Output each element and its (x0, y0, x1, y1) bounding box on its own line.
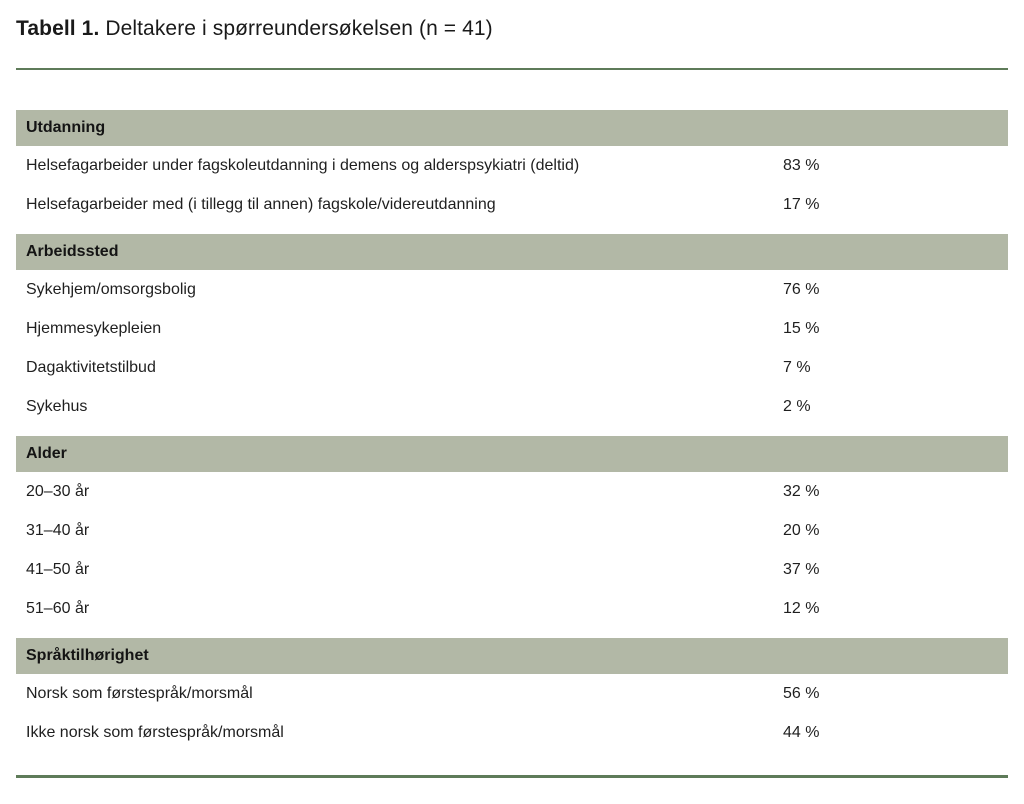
table-row: 51–60 år 12 % (16, 589, 1008, 628)
row-label: 20–30 år (26, 483, 90, 500)
row-label: 51–60 år (26, 600, 90, 617)
row-value: 7 % (783, 359, 811, 376)
row-value: 17 % (783, 196, 820, 213)
row-value: 32 % (783, 483, 820, 500)
row-value: 83 % (783, 157, 820, 174)
table-row: Hjemmesykepleien 15 % (16, 309, 1008, 348)
table-caption-number: Tabell 1. (16, 17, 100, 40)
row-label: Helsefagarbeider med (i tillegg til anne… (26, 196, 496, 213)
table-row: Dagaktivitetstilbud 7 % (16, 348, 1008, 387)
row-label: Dagaktivitetstilbud (26, 359, 156, 376)
section-header: Alder (16, 436, 1008, 472)
article-page: Tabell 1. Deltakere i spørreundersøkelse… (16, 14, 1008, 778)
table-caption-text: Deltakere i spørreundersøkelsen (n = 41) (105, 17, 493, 40)
table-row: Ikke norsk som førstespråk/morsmål 44 % (16, 713, 1008, 752)
table-row: Helsefagarbeider under fagskoleutdanning… (16, 146, 1008, 185)
table-row: Sykehus 2 % (16, 387, 1008, 426)
table: Utdanning Helsefagarbeider under fagskole… (16, 110, 1008, 752)
row-label: Sykehus (26, 398, 88, 415)
table-row: 41–50 år 37 % (16, 550, 1008, 589)
row-value: 12 % (783, 600, 820, 617)
top-rule (16, 68, 1008, 70)
row-label: Hjemmesykepleien (26, 320, 162, 337)
table-section: Utdanning Helsefagarbeider under fagskole… (16, 110, 1008, 224)
section-header: Arbeidssted (16, 234, 1008, 270)
table-row: Sykehjem/omsorgsbolig 76 % (16, 270, 1008, 309)
bottom-rule (16, 775, 1008, 778)
section-header: Utdanning (16, 110, 1008, 146)
row-label: 31–40 år (26, 522, 90, 539)
table-section: Språktilhørighet Norsk som førstespråk/mo… (16, 638, 1008, 752)
table-row: Helsefagarbeider med (i tillegg til anne… (16, 185, 1008, 224)
row-value: 44 % (783, 724, 820, 741)
row-value: 2 % (783, 398, 811, 415)
table-row: 31–40 år 20 % (16, 511, 1008, 550)
row-value: 37 % (783, 561, 820, 578)
table-row: Norsk som førstespråk/morsmål 56 % (16, 674, 1008, 713)
row-value: 56 % (783, 685, 820, 702)
row-value: 76 % (783, 281, 820, 298)
table-caption: Tabell 1. Deltakere i spørreundersøkelse… (16, 14, 1008, 44)
row-label: Sykehjem/omsorgsbolig (26, 281, 196, 298)
row-label: Ikke norsk som førstespråk/morsmål (26, 724, 284, 741)
row-label: Norsk som førstespråk/morsmål (26, 685, 253, 702)
row-value: 15 % (783, 320, 820, 337)
row-value: 20 % (783, 522, 820, 539)
table-row: 20–30 år 32 % (16, 472, 1008, 511)
table-section: Arbeidssted Sykehjem/omsorgsbolig 76 % Hjem… (16, 234, 1008, 426)
section-header: Språktilhørighet (16, 638, 1008, 674)
row-label: 41–50 år (26, 561, 90, 578)
row-label: Helsefagarbeider under fagskoleutdanning… (26, 157, 580, 174)
table-section: Alder 20–30 år 32 % 31–40 år 20 % 41–50 år 37 … (16, 436, 1008, 628)
